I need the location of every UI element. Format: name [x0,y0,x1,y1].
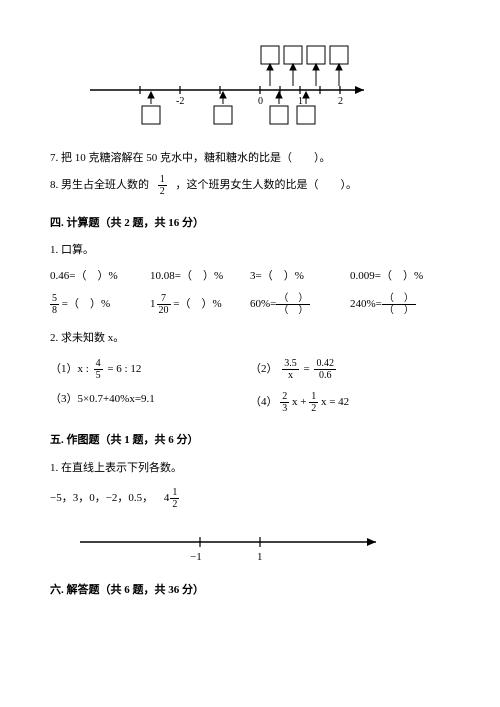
number-line-diagram: -2 0 1 2 [80,40,450,130]
svg-text:1: 1 [298,96,303,107]
sec4-sub1: 1. 口算。 [50,242,450,260]
section-5-title: 五. 作图题（共 1 题，共 6 分） [50,432,450,450]
calc-cell: 60%=（ ）（ ） [250,293,350,316]
calc-cell: 0.009=（ ）% [350,268,450,286]
calc-cell: 0.46=（ ）% [50,268,150,286]
q8-text-b: ，这个班男女生人数的比是（ ）。 [176,179,358,191]
calc-row-1: 0.46=（ ）% 10.08=（ ）% 3=（ ）% 0.009=（ ）% [50,268,450,286]
equation-2: （2） 3.5x = 0.420.6 [250,358,450,381]
svg-text:0: 0 [258,96,263,107]
calc-cell: 3=（ ）% [250,268,350,286]
question-8: 8. 男生占全班人数的 12 ，这个班男女生人数的比是（ ）。 [50,174,450,197]
equation-3: （3）5×0.7+40%x=9.1 [50,391,250,414]
sec5-sub1: 1. 在直线上表示下列各数。 [50,460,450,478]
number-list: −5，3，0，−2，0.5， 412 [50,487,450,510]
svg-text:2: 2 [338,96,343,107]
equation-row-2: （3）5×0.7+40%x=9.1 （4） 23 x + 12 x = 42 [50,391,450,414]
equation-1: （1）x : 45 = 6 : 12 [50,358,250,381]
section-6-title: 六. 解答题（共 6 题，共 36 分） [50,582,450,600]
calc-cell: 58 =（ ）% [50,293,150,316]
equation-4: （4） 23 x + 12 x = 42 [250,391,450,414]
section-4-title: 四. 计算题（共 2 题，共 16 分） [50,215,450,233]
calc-row-2: 58 =（ ）% 1720 =（ ）% 60%=（ ）（ ） 240%=（ ）（… [50,293,450,316]
number-line-blank: −1 1 [70,528,450,564]
calc-cell: 1720 =（ ）% [150,293,250,316]
nl2-label-neg1: −1 [190,551,202,563]
calc-cell: 10.08=（ ）% [150,268,250,286]
calc-cell: 240%=（ ）（ ） [350,293,450,316]
equation-row-1: （1）x : 45 = 6 : 12 （2） 3.5x = 0.420.6 [50,358,450,381]
sec4-sub2: 2. 求未知数 x。 [50,330,450,348]
svg-text:-2: -2 [176,96,184,107]
nl2-label-1: 1 [257,551,263,563]
q8-fraction: 12 [158,174,167,197]
question-7: 7. 把 10 克糖溶解在 50 克水中，糖和糖水的比是（ ）。 [50,150,450,168]
q8-text-a: 8. 男生占全班人数的 [50,179,149,191]
